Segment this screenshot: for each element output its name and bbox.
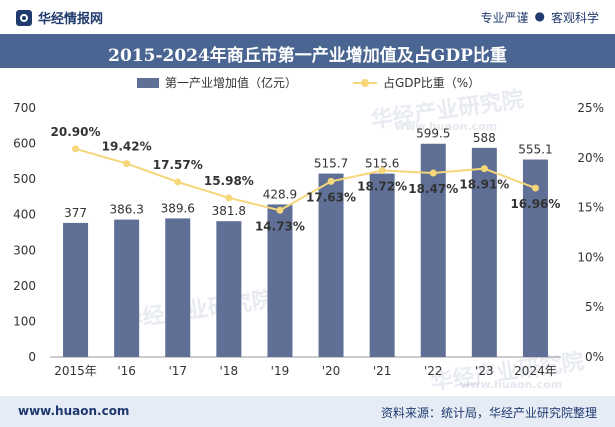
ratio-point: [429, 169, 437, 177]
ratio-value-label: 17.63%: [306, 190, 356, 204]
legend-line-label: 占GDP比重（%）: [383, 76, 481, 90]
y-left-tick-label: 400: [13, 208, 36, 222]
y-left-tick-label: 0: [28, 350, 36, 364]
ratio-value-label: 18.91%: [459, 178, 509, 192]
bar: [522, 159, 548, 357]
ratio-value-label: 19.42%: [102, 140, 152, 154]
footer-source: 资料来源：统计局，华经产业研究院整理: [380, 406, 597, 420]
ratio-point: [174, 178, 182, 186]
bar: [471, 147, 497, 357]
bar: [369, 173, 395, 357]
x-tick-label: '23: [475, 364, 494, 378]
ratio-point: [123, 160, 131, 168]
bar-value-label: 515.7: [314, 157, 348, 171]
ratio-point: [480, 165, 488, 173]
y-left-tick-label: 600: [13, 137, 36, 151]
x-tick-label: '20: [322, 364, 341, 378]
footer-url: www.huaon.com: [18, 404, 130, 418]
y-right-tick-label: 10%: [577, 250, 604, 264]
brand: 华经情报网: [16, 8, 103, 27]
legend-item-bar: 第一产业增加值（亿元）: [137, 74, 297, 91]
bar: [216, 221, 242, 357]
x-tick-label: '16: [117, 364, 136, 378]
ratio-line: [75, 147, 536, 212]
ratio-point: [531, 184, 539, 192]
x-tick-label: '18: [220, 364, 239, 378]
x-tick-label: '19: [271, 364, 290, 378]
y-left-tick-label: 100: [13, 314, 36, 328]
slogan-dot-icon: ●: [534, 9, 545, 23]
x-tick-label: 2015年: [54, 364, 97, 378]
x-tick-label: '21: [373, 364, 392, 378]
bar-value-label: 389.6: [161, 201, 195, 215]
bar-value-label: 377: [64, 206, 87, 220]
ratio-value-label: 20.90%: [51, 125, 101, 139]
x-tick-label: 2024年: [514, 364, 557, 378]
y-right-tick-label: 0%: [585, 350, 604, 364]
legend-line-swatch: [353, 78, 377, 88]
y-left-tick-label: 700: [13, 101, 36, 115]
y-right-tick-label: 5%: [585, 300, 604, 314]
legend-bar-label: 第一产业增加值（亿元）: [165, 76, 298, 90]
bar: [63, 222, 89, 357]
y-left-tick-label: 200: [13, 279, 36, 293]
ratio-value-label: 17.57%: [153, 158, 203, 172]
bar-value-label: 588: [473, 131, 496, 145]
x-tick-label: '22: [424, 364, 443, 378]
bar-value-label: 386.3: [109, 203, 143, 217]
legend-bar-swatch: [137, 77, 159, 88]
bar-value-label: 428.9: [263, 187, 297, 201]
top-bar: 华经情报网 专业严谨 ● 客观科学: [0, 0, 615, 34]
bar-value-label: 515.6: [365, 157, 399, 171]
bar: [114, 219, 140, 357]
title-bar: 2015-2024年商丘市第一产业增加值及占GDP比重: [0, 34, 615, 68]
slogan: 专业严谨 ● 客观科学: [480, 9, 599, 26]
bar: [267, 204, 293, 357]
bar-value-label: 555.1: [518, 143, 552, 157]
y-left-tick-label: 300: [13, 243, 36, 257]
ratio-point: [72, 145, 80, 153]
bar-value-label: 599.5: [416, 127, 450, 141]
ratio-value-label: 14.73%: [255, 219, 305, 233]
bar: [165, 218, 191, 357]
bar: [420, 143, 446, 357]
ratio-value-label: 15.98%: [204, 174, 254, 188]
ratio-point: [276, 206, 284, 214]
ratio-value-label: 16.96%: [510, 197, 560, 211]
slogan-left: 专业严谨: [480, 11, 529, 25]
slogan-right: 客观科学: [550, 11, 599, 25]
footer: www.huaon.com 资料来源：统计局，华经产业研究院整理: [0, 396, 615, 427]
ratio-value-label: 18.47%: [408, 182, 458, 196]
y-right-tick-label: 20%: [577, 151, 604, 165]
ratio-value-label: 18.72%: [357, 180, 407, 194]
y-left-tick-label: 500: [13, 172, 36, 186]
chart-legend: 第一产业增加值（亿元） 占GDP比重（%）: [0, 74, 615, 92]
brand-logo-icon: [16, 9, 32, 26]
ratio-point: [378, 167, 386, 175]
bar: [318, 173, 344, 357]
y-right-tick-label: 15%: [577, 201, 604, 215]
bar-value-label: 381.8: [212, 204, 246, 218]
ratio-point: [225, 194, 233, 202]
x-tick-label: '17: [168, 364, 187, 378]
chart-title: 2015-2024年商丘市第一产业增加值及占GDP比重: [108, 46, 507, 66]
legend-item-line: 占GDP比重（%）: [353, 74, 480, 91]
y-right-tick-label: 25%: [577, 101, 604, 115]
ratio-point: [327, 177, 335, 185]
brand-name: 华经情报网: [38, 12, 104, 27]
